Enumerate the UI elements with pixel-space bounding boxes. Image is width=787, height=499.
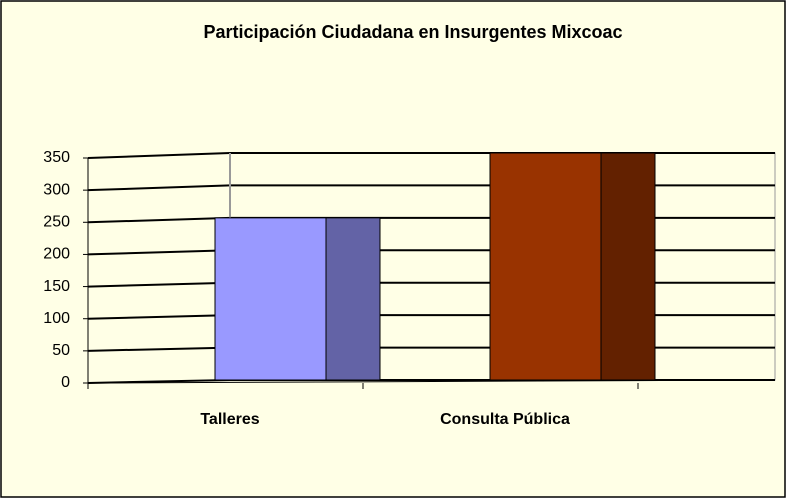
y-tick-label: 0: [61, 374, 70, 391]
y-tick-label: 200: [43, 246, 70, 263]
grid-line: [87, 346, 231, 352]
bar: [214, 217, 327, 381]
grid-line: [87, 216, 231, 224]
bar-side: [600, 152, 656, 381]
x-axis: [87, 379, 776, 384]
grid-line: [87, 152, 231, 159]
grid-line: [87, 314, 231, 320]
bar: [489, 152, 602, 381]
chart-title: Participación Ciudadana en Insurgentes M…: [203, 22, 622, 42]
y-tick-label: 150: [43, 278, 70, 295]
x-tick-label: Consulta Pública: [440, 411, 570, 428]
grid-line: [87, 249, 231, 256]
y-tick-label: 50: [52, 342, 70, 359]
y-tick-label: 250: [43, 214, 70, 231]
y-tick-label: 100: [43, 310, 70, 327]
bar-side: [325, 217, 381, 381]
y-tick-label: 350: [43, 149, 70, 166]
grid-line: [87, 184, 231, 192]
x-tick-label: Talleres: [200, 411, 259, 428]
y-tick-label: 300: [43, 181, 70, 198]
grid-line: [87, 281, 231, 288]
